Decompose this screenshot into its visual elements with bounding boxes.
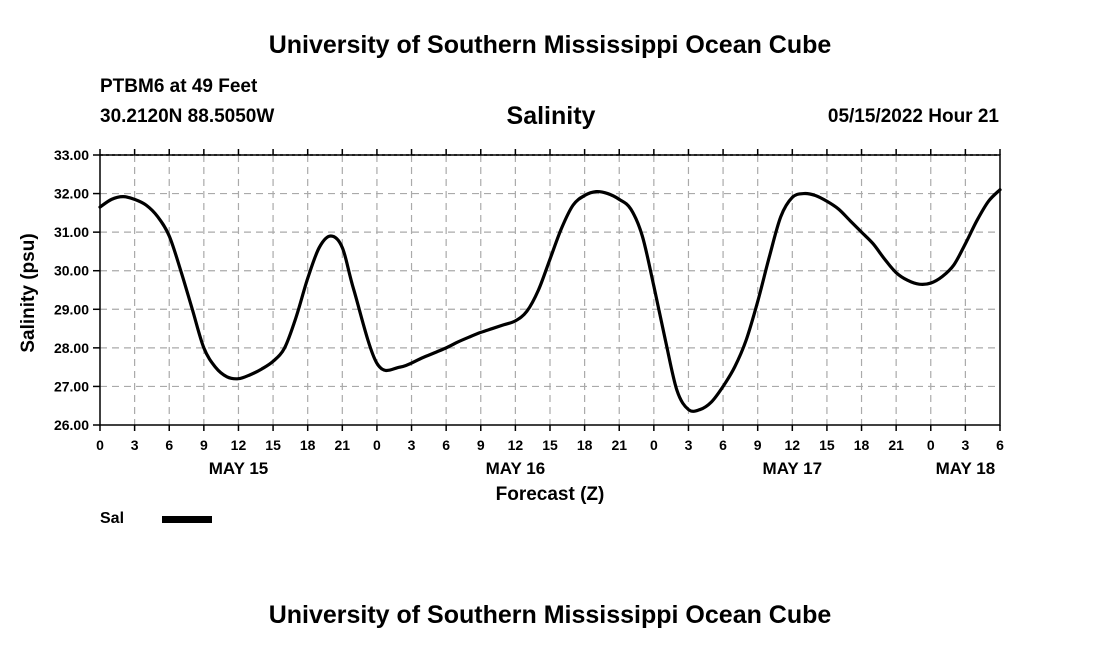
x-tick-label: 15: [819, 437, 835, 453]
y-tick-label: 28.00: [54, 340, 89, 356]
y-tick-label: 33.00: [54, 147, 89, 163]
page-title: University of Southern Mississippi Ocean…: [268, 31, 832, 59]
x-tick-label: 15: [265, 437, 281, 453]
x-tick-label: 3: [961, 437, 969, 453]
x-tick-label: 3: [131, 437, 139, 453]
y-tick-label: 29.00: [54, 301, 89, 317]
x-tick-label: 3: [408, 437, 416, 453]
x-tick-label: 0: [650, 437, 658, 453]
x-tick-label: 12: [231, 437, 247, 453]
chart-title: Salinity: [506, 102, 596, 130]
y-tick-label: 31.00: [54, 224, 89, 240]
y-tick-label: 30.00: [54, 263, 89, 279]
day-label: MAY 17: [763, 459, 823, 478]
x-axis-label: Forecast (Z): [496, 484, 605, 505]
y-tick-label: 26.00: [54, 417, 89, 433]
axis-ticks: [93, 149, 1001, 431]
x-tick-label: 3: [685, 437, 693, 453]
axis-labels: 26.00 27.00 28.00 29.00 30.00 31.00 32.00 33.00…: [18, 147, 1004, 505]
x-tick-label: 21: [335, 437, 351, 453]
footer-title: University of Southern Mississippi Ocean…: [268, 601, 832, 629]
x-tick-label: 0: [927, 437, 935, 453]
x-tick-label: 9: [754, 437, 762, 453]
x-tick-label: 0: [96, 437, 104, 453]
x-tick-label: 6: [996, 437, 1004, 453]
day-label: MAY 16: [486, 459, 546, 478]
x-tick-label: 15: [542, 437, 558, 453]
x-tick-label: 18: [300, 437, 316, 453]
x-tick-label: 6: [165, 437, 173, 453]
x-tick-label: 9: [200, 437, 208, 453]
x-tick-label: 6: [719, 437, 727, 453]
x-tick-label: 6: [442, 437, 450, 453]
y-tick-label: 32.00: [54, 186, 89, 202]
x-tick-label: 9: [477, 437, 485, 453]
x-tick-label: 18: [854, 437, 870, 453]
legend-line-swatch: [162, 516, 212, 523]
salinity-series-line: [98, 188, 1002, 413]
x-tick-label: 18: [577, 437, 593, 453]
legend-label: Sal: [100, 510, 125, 527]
x-tick-label: 0: [373, 437, 381, 453]
x-tick-label: 21: [611, 437, 627, 453]
x-tick-label: 12: [508, 437, 524, 453]
station-name: PTBM6 at 49 Feet: [100, 76, 258, 97]
grid-lines: [100, 154, 1000, 425]
forecast-datetime: 05/15/2022 Hour 21: [827, 106, 999, 127]
x-tick-label: 21: [888, 437, 904, 453]
x-tick-label: 12: [785, 437, 801, 453]
station-coordinates: 30.2120N 88.5050W: [100, 106, 275, 127]
y-axis-label: Salinity (psu): [18, 233, 39, 352]
day-label: MAY 18: [936, 459, 996, 478]
y-tick-label: 27.00: [54, 378, 89, 394]
day-label: MAY 15: [209, 459, 269, 478]
